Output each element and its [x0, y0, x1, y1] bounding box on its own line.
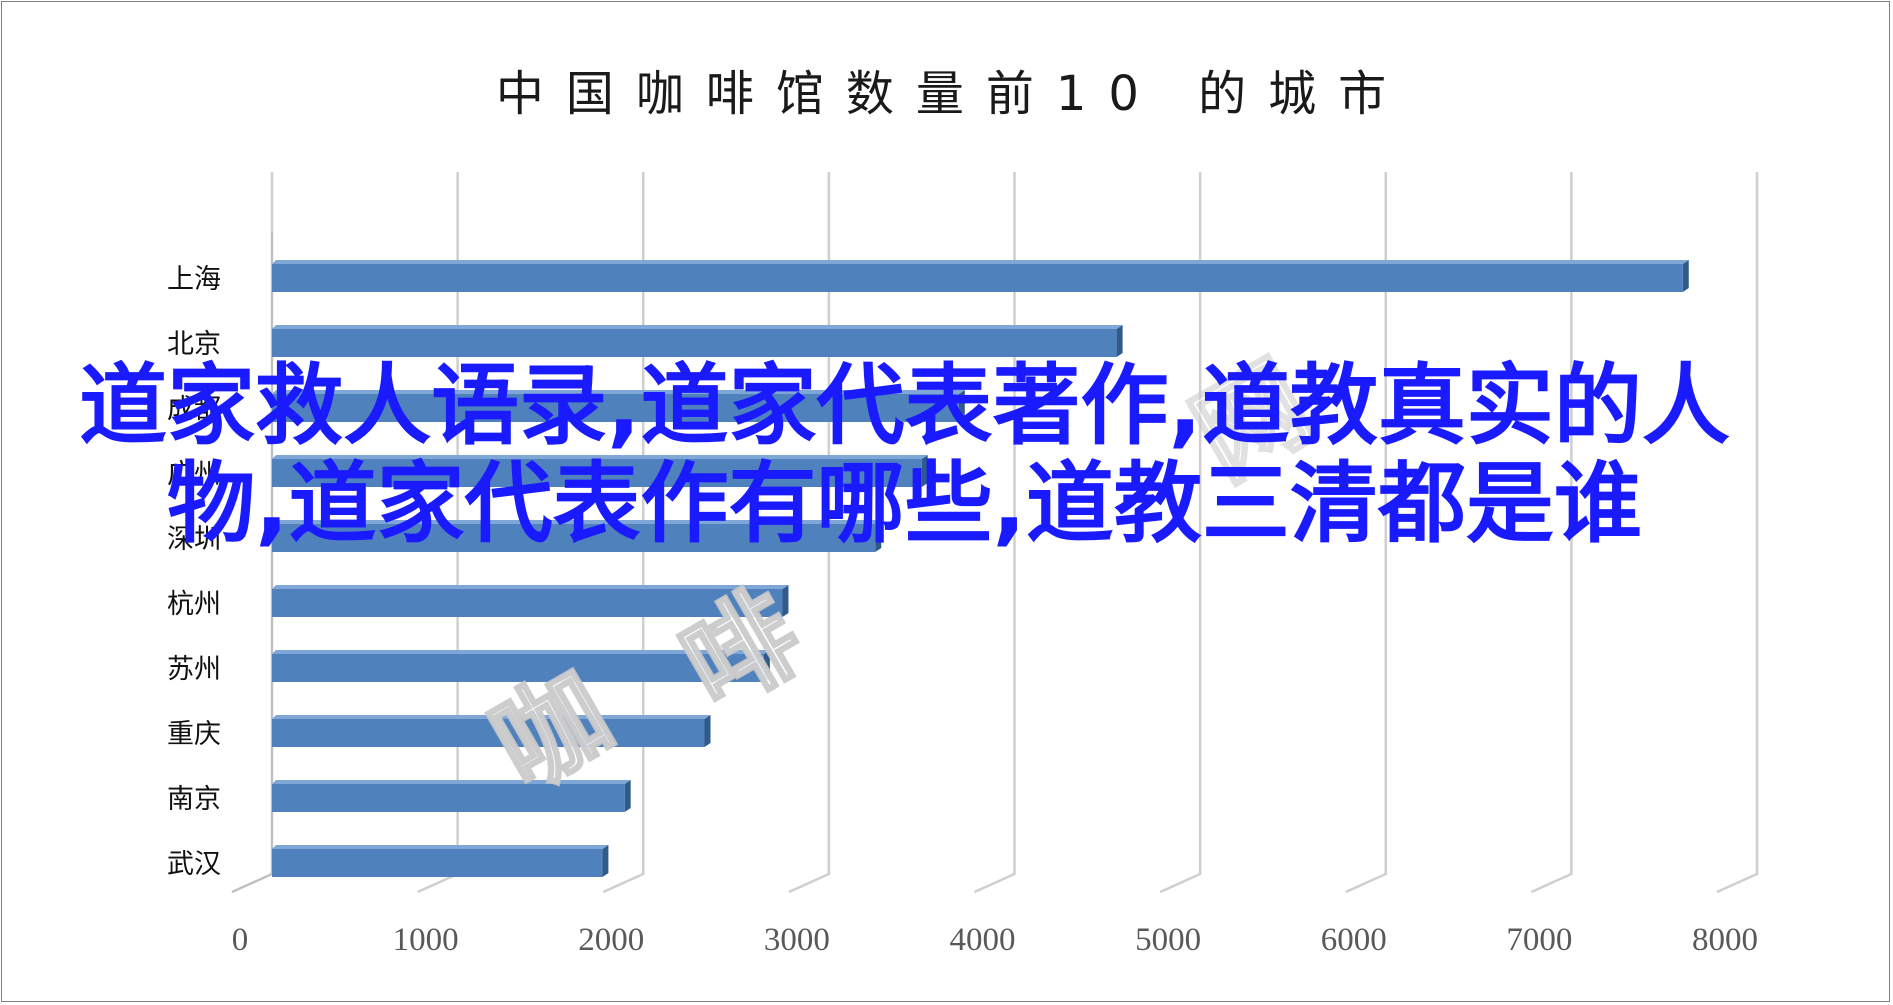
x-tick-label: 6000 [1321, 922, 1387, 958]
bar-side [624, 780, 631, 812]
bar-front [272, 719, 705, 747]
bar [272, 780, 631, 812]
bar-top [272, 585, 789, 589]
bar [272, 325, 1123, 357]
bar-front [272, 329, 1117, 357]
x-tick-label: 8000 [1692, 922, 1758, 958]
x-tick-label: 3000 [764, 922, 830, 958]
bar-top [272, 520, 882, 524]
bar [272, 260, 1689, 292]
bar-top [272, 390, 965, 394]
bar-front [272, 849, 603, 877]
bar-top [272, 780, 631, 784]
bar [272, 520, 882, 552]
x-tick-label: 5000 [1135, 922, 1201, 958]
bar-side [763, 650, 770, 682]
bar-side [704, 715, 711, 747]
bar-side [875, 520, 882, 552]
bar-side [782, 585, 789, 617]
bar-front [272, 654, 764, 682]
overlay-headline: 道家救人语录,道家代表著作,道教真实的人物,道家代表作有哪些,道教三清都是谁 [2, 357, 1762, 553]
bar-top [272, 325, 1123, 329]
x-tick-label: 1000 [393, 922, 459, 958]
x-tick-label: 4000 [950, 922, 1016, 958]
x-tick-labels: 0 1000 2000 3000 4000 5000 6000 7000 8000 [232, 922, 1758, 958]
bar-side [921, 455, 928, 487]
bar-top [272, 260, 1689, 264]
category-label: 杭州 [167, 589, 221, 620]
y-axis-line [231, 232, 273, 893]
bar [272, 455, 928, 487]
x-tick-label: 0 [232, 922, 249, 958]
bar-top [272, 650, 770, 654]
bar-top [272, 455, 928, 459]
bar-front [272, 394, 959, 422]
bar-side [602, 845, 609, 877]
bar [272, 845, 609, 877]
gridline [1716, 172, 1759, 894]
bar-front [272, 524, 876, 552]
bar-front [272, 589, 783, 617]
category-label: 深圳 [167, 524, 221, 555]
bar [272, 585, 789, 617]
category-label: 北京 [167, 329, 221, 360]
category-label: 苏州 [167, 654, 221, 685]
category-label: 广州 [167, 459, 221, 490]
category-label: 武汉 [167, 849, 221, 880]
gridline [1345, 172, 1387, 894]
bar-front [272, 264, 1683, 292]
bar-front [272, 784, 625, 812]
bar-top [272, 715, 711, 719]
bar-side [1682, 260, 1689, 292]
bar [272, 715, 711, 747]
x-tick-label: 7000 [1506, 922, 1572, 958]
gridline [1159, 172, 1202, 894]
gridline [973, 172, 1016, 894]
bar [272, 390, 965, 422]
bar-side [958, 390, 965, 422]
overlay-headline-text: 道家救人语录,道家代表著作,道教真实的人物,道家代表作有哪些,道教三清都是谁 [79, 354, 1730, 555]
bar-front [272, 459, 922, 487]
category-label: 重庆 [167, 719, 221, 750]
bars [272, 260, 1689, 877]
gridline [1530, 172, 1573, 894]
x-tick-label: 2000 [578, 922, 644, 958]
category-label: 上海 [167, 264, 221, 295]
category-label: 南京 [167, 784, 221, 815]
chart-title: 中国咖啡馆数量前10 的城市 [496, 66, 1408, 122]
bar-side [1116, 325, 1123, 357]
bar-top [272, 845, 609, 849]
bar [272, 650, 770, 682]
category-label: 成都 [167, 394, 221, 425]
